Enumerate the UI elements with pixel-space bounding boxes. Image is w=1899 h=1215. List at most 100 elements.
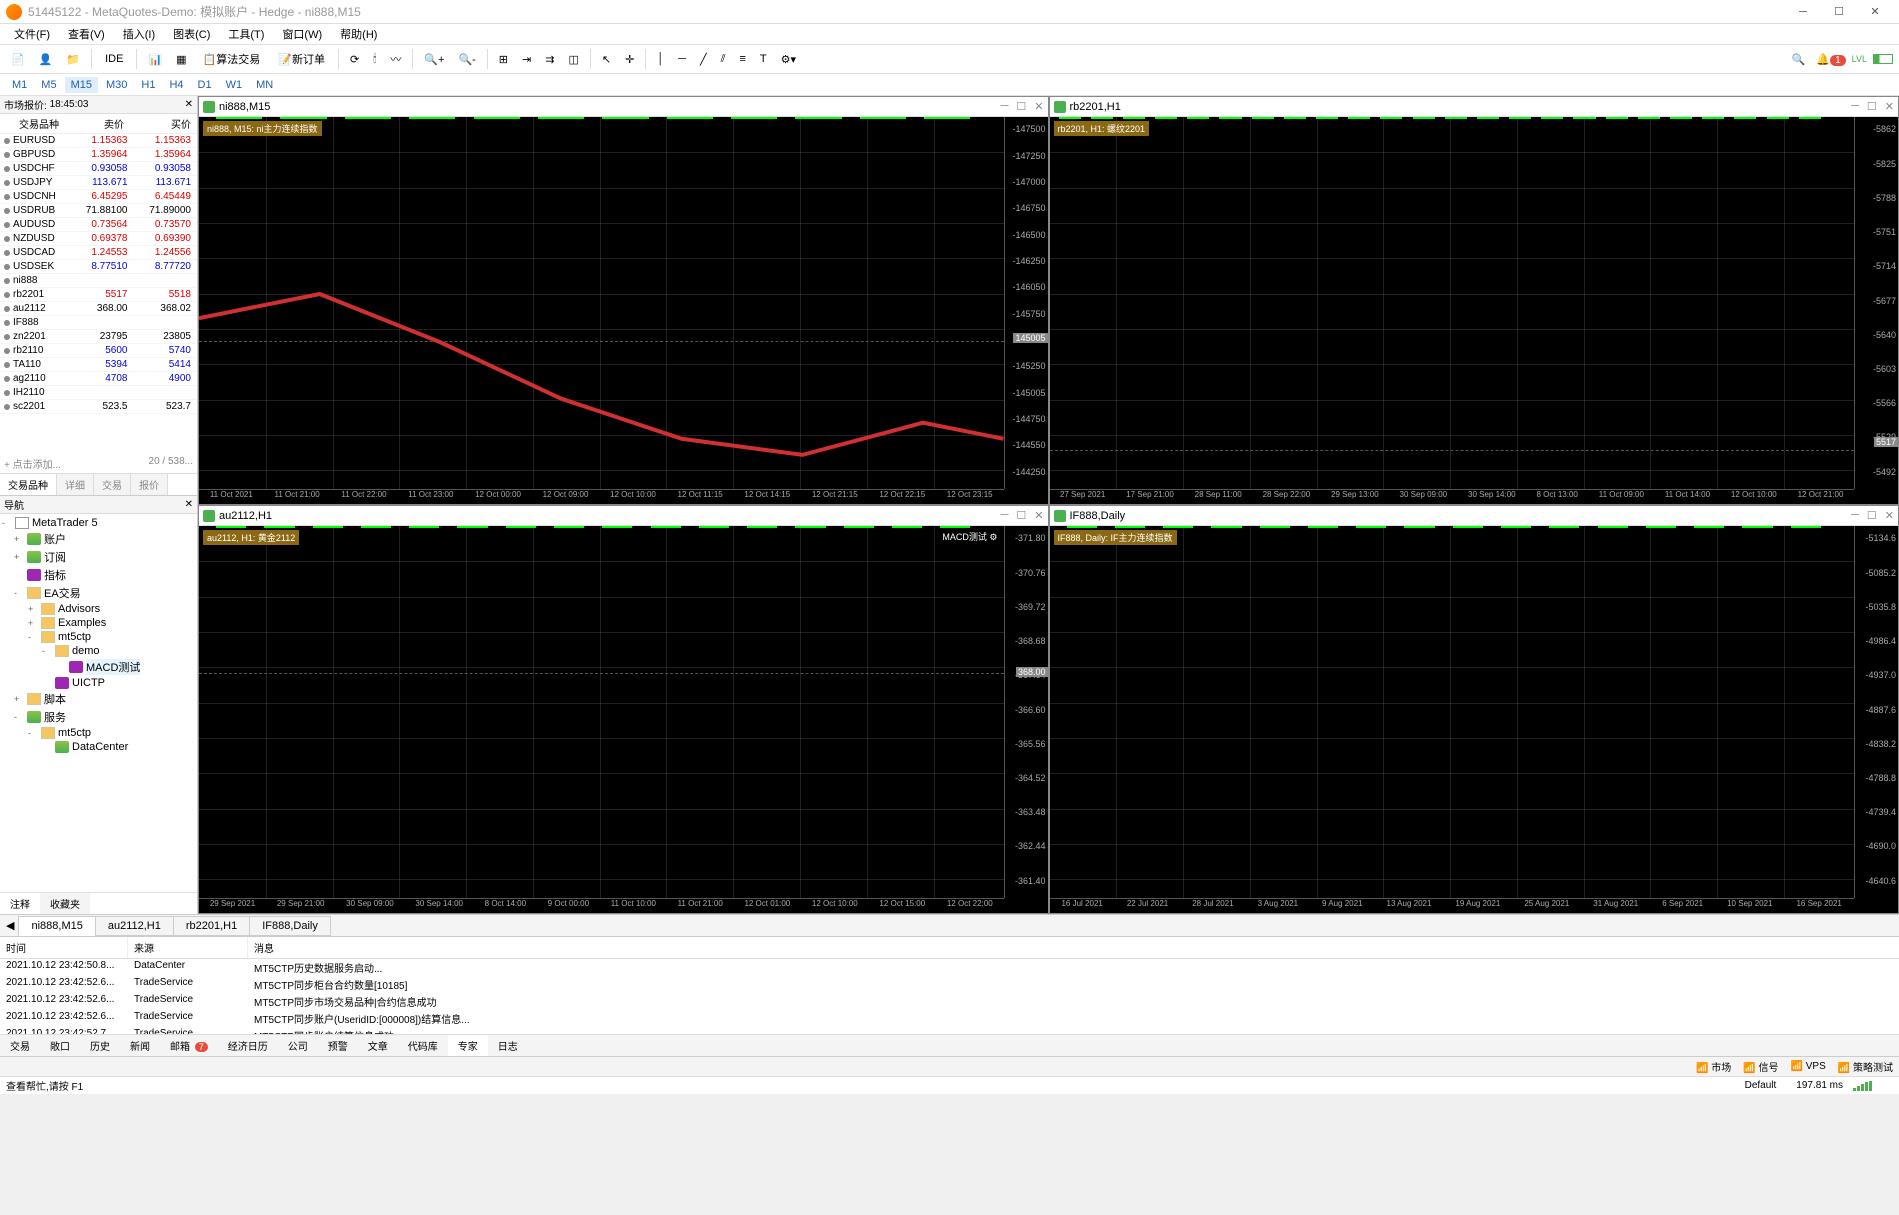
log-tab[interactable]: 历史 (80, 1035, 120, 1056)
toolbar-vline-icon[interactable]: │ (652, 48, 669, 70)
market-row[interactable]: TA11053945414 (0, 358, 197, 372)
toolbar-fx-icon[interactable]: 📊 (143, 48, 167, 70)
log-row[interactable]: 2021.10.12 23:42:52.7...TradeServiceMT5C… (0, 1027, 1899, 1034)
market-row[interactable]: USDCNH6.452956.45449 (0, 190, 197, 204)
toolbar-line-icon[interactable]: 〰 (385, 48, 406, 70)
toolbar-shift-icon[interactable]: ⇥ (517, 48, 536, 70)
toolbar-grid-icon[interactable]: ▦ (171, 48, 191, 70)
chart-close-icon[interactable]: ✕ (1034, 100, 1043, 113)
market-row[interactable]: rb211056005740 (0, 344, 197, 358)
chart-tab[interactable]: au2112,H1 (95, 916, 174, 936)
toolbar-candles-icon[interactable]: 🕯 (368, 48, 381, 70)
chart-max-icon[interactable]: ☐ (1867, 509, 1877, 522)
timeframe-M5[interactable]: M5 (35, 77, 62, 93)
nav-node[interactable]: 指标 (2, 566, 195, 584)
maximize-button[interactable]: ☐ (1821, 0, 1857, 24)
nav-node[interactable]: -mt5ctp (2, 630, 195, 644)
toolbar-text-icon[interactable]: T (755, 48, 772, 70)
chart-min-icon[interactable]: ─ (1001, 509, 1009, 522)
log-tab[interactable]: 新闻 (120, 1035, 160, 1056)
log-row[interactable]: 2021.10.12 23:42:52.6...TradeServiceMT5C… (0, 1010, 1899, 1027)
chart-close-icon[interactable]: ✕ (1885, 509, 1894, 522)
market-row[interactable]: au2112368.00368.02 (0, 302, 197, 316)
timeframe-D1[interactable]: D1 (192, 77, 218, 93)
chart-min-icon[interactable]: ─ (1001, 100, 1009, 113)
timeframe-W1[interactable]: W1 (220, 77, 249, 93)
chart-max-icon[interactable]: ☐ (1016, 100, 1026, 113)
status-item[interactable]: 📶 VPS (1791, 1061, 1826, 1072)
log-row[interactable]: 2021.10.12 23:42:50.8...DataCenterMT5CTP… (0, 959, 1899, 976)
menu-item[interactable]: 文件(F) (6, 24, 58, 44)
chart-canvas[interactable]: ni888, M15: ni主力连续指数 -147500-147250-1470… (199, 117, 1048, 504)
chart-tab[interactable]: IF888,Daily (249, 916, 331, 936)
nav-node[interactable]: -MetaTrader 5 (2, 516, 195, 530)
minimize-button[interactable]: ─ (1785, 0, 1821, 24)
toolbar-scroll-icon[interactable]: ⇉ (540, 48, 559, 70)
market-tab[interactable]: 交易品种 (0, 474, 57, 495)
market-row[interactable]: ag211047084900 (0, 372, 197, 386)
toolbar-search-icon[interactable]: 🔍 (1787, 48, 1811, 70)
market-row[interactable]: EURUSD1.153631.15363 (0, 134, 197, 148)
log-row[interactable]: 2021.10.12 23:42:52.6...TradeServiceMT5C… (0, 993, 1899, 1010)
nav-node[interactable]: +Examples (2, 616, 195, 630)
timeframe-MN[interactable]: MN (250, 77, 279, 93)
market-row[interactable]: IF888 (0, 316, 197, 330)
nav-node[interactable]: -EA交易 (2, 584, 195, 602)
status-item[interactable]: 📶 策略测试 (1838, 1059, 1893, 1074)
close-button[interactable]: ✕ (1857, 0, 1893, 24)
toolbar-channel-icon[interactable]: ⫽ (716, 48, 731, 70)
log-tab[interactable]: 交易 (0, 1035, 40, 1056)
log-tab[interactable]: 日志 (488, 1035, 528, 1056)
nav-node[interactable]: UICTP (2, 676, 195, 690)
log-tab[interactable]: 专家 (448, 1035, 488, 1056)
toolbar-new-icon[interactable]: 📄 (6, 48, 30, 70)
chart-max-icon[interactable]: ☐ (1867, 100, 1877, 113)
toolbar-hline-icon[interactable]: ─ (673, 48, 691, 70)
menu-item[interactable]: 查看(V) (60, 24, 113, 44)
menu-item[interactable]: 工具(T) (220, 24, 272, 44)
timeframe-M30[interactable]: M30 (100, 77, 133, 93)
nav-node[interactable]: MACD测试 (2, 658, 195, 676)
market-tab[interactable]: 详细 (57, 474, 94, 495)
toolbar-fib-icon[interactable]: ≡ (735, 48, 751, 70)
chart-min-icon[interactable]: ─ (1851, 100, 1859, 113)
log-tab[interactable]: 经济日历 (218, 1035, 278, 1056)
nav-node[interactable]: +账户 (2, 530, 195, 548)
market-row[interactable]: ni888 (0, 274, 197, 288)
log-tab[interactable]: 公司 (278, 1035, 318, 1056)
menu-item[interactable]: 帮助(H) (332, 24, 385, 44)
market-row[interactable]: GBPUSD1.359641.35964 (0, 148, 197, 162)
timeframe-H4[interactable]: H4 (163, 77, 189, 93)
market-row[interactable]: USDCAD1.245531.24556 (0, 246, 197, 260)
nav-node[interactable]: -demo (2, 644, 195, 658)
log-tab[interactable]: 敞口 (40, 1035, 80, 1056)
market-row[interactable]: NZDUSD0.693780.69390 (0, 232, 197, 246)
timeframe-H1[interactable]: H1 (135, 77, 161, 93)
toolbar-tile-icon[interactable]: ⊞ (494, 48, 513, 70)
timeframe-M15[interactable]: M15 (65, 77, 98, 93)
status-item[interactable]: 📶 信号 (1743, 1059, 1778, 1074)
chart-max-icon[interactable]: ☐ (1016, 509, 1026, 522)
chart-canvas[interactable]: IF888, Daily: IF主力连续指数 -5134.6-5085.2-50… (1050, 526, 1899, 913)
nav-btab[interactable]: 注释 (0, 893, 40, 914)
market-close-icon[interactable]: ✕ (185, 99, 193, 110)
market-row[interactable]: sc2201523.5523.7 (0, 400, 197, 414)
toolbar-crosshair-icon[interactable]: ✛ (620, 48, 639, 70)
toolbar-zoomin-icon[interactable]: 🔍+ (419, 48, 449, 70)
nav-btab[interactable]: 收藏夹 (40, 893, 90, 914)
market-row[interactable]: zn22012379523805 (0, 330, 197, 344)
toolbar-objects-icon[interactable]: ⚙▾ (776, 48, 801, 70)
market-row[interactable]: USDJPY113.671113.671 (0, 176, 197, 190)
toolbar-folder-icon[interactable]: 📁 (61, 48, 85, 70)
nav-node[interactable]: +脚本 (2, 690, 195, 708)
market-add[interactable]: + 点击添加... (4, 456, 61, 471)
chart-canvas[interactable]: au2112, H1: 黄金2112 MACD测试 ⚙ -371.80-370.… (199, 526, 1048, 913)
menu-item[interactable]: 插入(I) (115, 24, 163, 44)
chart-tab[interactable]: ni888,M15 (18, 916, 95, 936)
timeframe-M1[interactable]: M1 (6, 77, 33, 93)
log-tab[interactable]: 预警 (318, 1035, 358, 1056)
chart-canvas[interactable]: rb2201, H1: 螺纹2201 -5862-5825-5788-5751-… (1050, 117, 1899, 504)
log-tab[interactable]: 文章 (358, 1035, 398, 1056)
toolbar-algo-button[interactable]: 📋 算法交易 (196, 48, 268, 70)
toolbar-ide-button[interactable]: IDE (98, 48, 130, 70)
